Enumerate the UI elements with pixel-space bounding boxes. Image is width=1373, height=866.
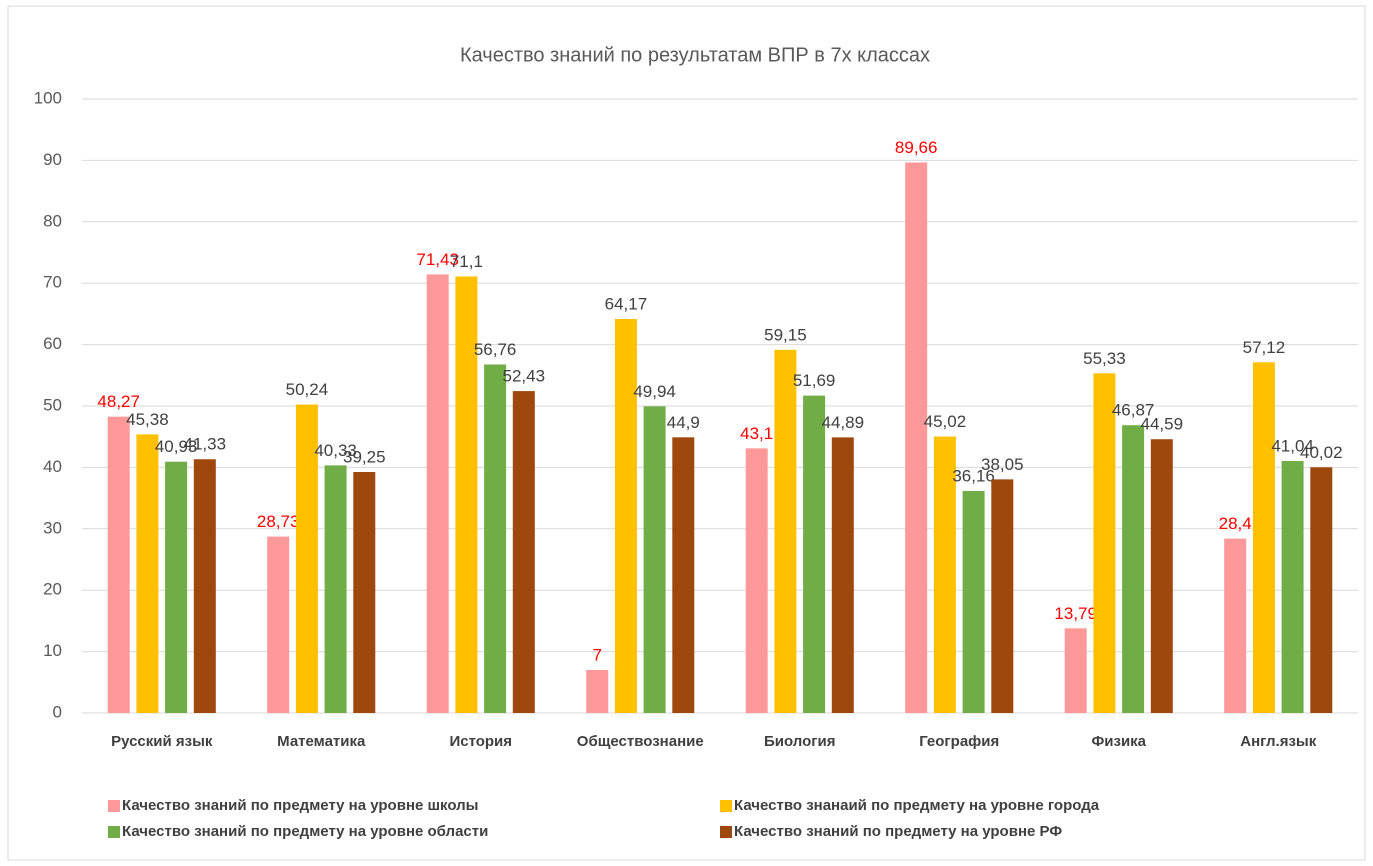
data-label: 55,33 — [1083, 349, 1126, 368]
data-label: 57,12 — [1243, 338, 1286, 357]
data-label: 40,93 — [155, 437, 198, 456]
bar — [831, 437, 854, 713]
x-tick-label: География — [919, 733, 999, 750]
x-tick-label: Русский язык — [111, 733, 213, 750]
data-label: 64,17 — [605, 294, 648, 313]
data-label: 50,24 — [286, 380, 329, 399]
data-label: 89,66 — [895, 138, 938, 157]
y-tick-label: 0 — [53, 702, 62, 721]
bar — [1224, 538, 1247, 713]
bar — [774, 349, 797, 713]
data-label: 40,02 — [1300, 443, 1343, 462]
data-label: 56,76 — [474, 340, 517, 359]
bar — [803, 395, 826, 713]
bar — [512, 391, 535, 713]
data-label: 44,9 — [667, 413, 700, 432]
y-tick-label: 30 — [43, 518, 62, 537]
bar — [1064, 628, 1087, 713]
data-label: 28,4 — [1219, 514, 1252, 533]
data-label: 45,38 — [126, 410, 169, 429]
data-label: 13,79 — [1054, 604, 1097, 623]
y-tick-label: 20 — [43, 580, 62, 599]
legend-swatch — [108, 800, 120, 812]
data-label: 51,69 — [793, 371, 836, 390]
data-label: 71,1 — [450, 252, 483, 271]
bar — [193, 459, 216, 713]
legend-label: Качество знаний по предмету на уровне РФ — [734, 823, 1062, 840]
bar — [267, 536, 290, 713]
data-label: 45,02 — [924, 412, 967, 431]
y-tick-label: 100 — [34, 88, 62, 107]
legend-swatch — [108, 826, 120, 838]
data-label: 36,16 — [952, 466, 995, 485]
chart-title: Качество знаний по результатам ВПР в 7х … — [460, 44, 930, 66]
y-tick-label: 40 — [43, 457, 62, 476]
bar — [643, 406, 666, 713]
bar — [1093, 373, 1116, 713]
legend-label: Качество знанаий по предмету на уровне г… — [734, 797, 1100, 814]
bar — [745, 448, 768, 713]
y-tick-label: 60 — [43, 334, 62, 353]
y-tick-label: 50 — [43, 395, 62, 414]
bar — [353, 472, 376, 713]
data-label: 49,94 — [633, 382, 676, 401]
data-label: 46,87 — [1112, 401, 1155, 420]
x-tick-label: Обществознание — [577, 733, 704, 750]
legend-label: Качество знаний по предмету на уровне шк… — [122, 797, 478, 814]
bar — [1310, 467, 1333, 713]
bar — [933, 436, 956, 713]
data-label: 52,43 — [503, 367, 546, 386]
bar — [107, 416, 130, 713]
bar — [672, 437, 695, 713]
data-label: 44,89 — [822, 413, 865, 432]
bar — [1150, 439, 1173, 713]
data-label: 7 — [592, 646, 601, 665]
data-label: 59,15 — [764, 325, 807, 344]
bar — [586, 670, 609, 713]
bar — [324, 465, 347, 713]
data-label: 38,05 — [981, 455, 1024, 474]
y-tick-label: 90 — [43, 150, 62, 169]
bar — [1252, 362, 1275, 713]
data-label: 41,04 — [1271, 436, 1314, 455]
data-label: 28,73 — [257, 512, 300, 531]
bar — [136, 434, 159, 713]
bar — [991, 479, 1014, 713]
bar — [165, 461, 188, 713]
bar — [426, 274, 449, 713]
bar — [1281, 461, 1304, 713]
bar — [455, 276, 478, 713]
x-tick-label: Биология — [764, 733, 836, 750]
x-tick-label: Математика — [277, 733, 366, 750]
data-label: 43,1 — [740, 424, 773, 443]
legend-swatch — [720, 800, 732, 812]
x-tick-label: Англ.язык — [1240, 733, 1316, 750]
bar — [1122, 425, 1145, 713]
legend-swatch — [720, 826, 732, 838]
data-label: 71,43 — [416, 250, 459, 269]
bar — [295, 404, 318, 713]
y-tick-label: 70 — [43, 273, 62, 292]
x-tick-label: История — [449, 733, 512, 750]
bar — [484, 364, 507, 713]
y-tick-label: 10 — [43, 641, 62, 660]
bar — [962, 490, 985, 713]
bar — [905, 162, 928, 713]
data-label: 39,25 — [343, 447, 386, 466]
data-label: 44,59 — [1141, 415, 1184, 434]
data-label: 41,33 — [184, 435, 227, 454]
y-tick-label: 80 — [43, 211, 62, 230]
data-label: 40,33 — [314, 441, 357, 460]
legend-label: Качество знаний по предмету на уровне об… — [122, 823, 488, 840]
data-label: 48,27 — [97, 392, 140, 411]
x-tick-label: Физика — [1091, 733, 1146, 750]
bar — [614, 318, 637, 713]
